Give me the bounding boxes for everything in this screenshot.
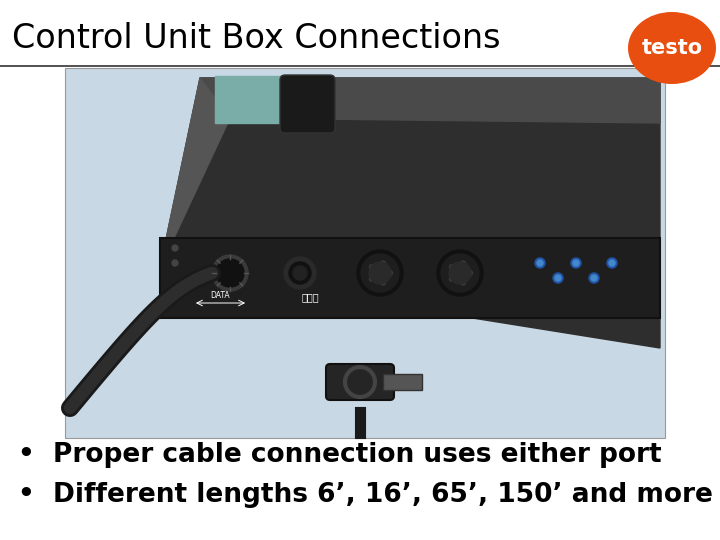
Ellipse shape <box>172 245 178 251</box>
Ellipse shape <box>537 260 543 266</box>
Ellipse shape <box>461 261 466 266</box>
Text: •  Different lengths 6’, 16’, 65’, 150’ and more: • Different lengths 6’, 16’, 65’, 150’ a… <box>18 482 713 508</box>
Polygon shape <box>160 78 230 268</box>
Ellipse shape <box>289 262 311 284</box>
Text: •  Proper cable connection uses either port: • Proper cable connection uses either po… <box>18 442 662 468</box>
FancyBboxPatch shape <box>65 68 665 438</box>
Ellipse shape <box>381 261 386 266</box>
Text: Control Unit Box Connections: Control Unit Box Connections <box>12 22 500 55</box>
Ellipse shape <box>591 275 597 281</box>
Text: DATA: DATA <box>210 291 230 300</box>
Ellipse shape <box>607 258 617 268</box>
Ellipse shape <box>361 254 399 292</box>
Text: testo: testo <box>642 38 703 58</box>
Ellipse shape <box>172 260 178 266</box>
Ellipse shape <box>441 254 479 292</box>
Text: ⎌⎼⎼: ⎌⎼⎼ <box>301 292 319 302</box>
Ellipse shape <box>293 266 307 280</box>
Ellipse shape <box>461 280 466 285</box>
Ellipse shape <box>571 258 581 268</box>
Polygon shape <box>160 78 660 348</box>
Ellipse shape <box>573 260 579 266</box>
Ellipse shape <box>467 271 472 275</box>
Ellipse shape <box>381 280 386 285</box>
Ellipse shape <box>535 258 545 268</box>
Ellipse shape <box>609 260 615 266</box>
Ellipse shape <box>387 271 392 275</box>
Ellipse shape <box>628 12 716 84</box>
Ellipse shape <box>555 275 561 281</box>
FancyBboxPatch shape <box>326 364 394 400</box>
Ellipse shape <box>369 265 374 269</box>
FancyBboxPatch shape <box>280 75 335 133</box>
Ellipse shape <box>589 273 599 283</box>
Polygon shape <box>200 78 660 123</box>
Ellipse shape <box>369 262 391 284</box>
FancyBboxPatch shape <box>160 238 660 318</box>
Ellipse shape <box>449 265 454 269</box>
Ellipse shape <box>369 276 374 281</box>
Ellipse shape <box>449 262 471 284</box>
Ellipse shape <box>449 276 454 281</box>
Polygon shape <box>215 76 290 123</box>
Ellipse shape <box>216 259 244 287</box>
Ellipse shape <box>284 257 316 289</box>
Ellipse shape <box>357 250 403 296</box>
FancyBboxPatch shape <box>383 374 422 390</box>
Ellipse shape <box>437 250 483 296</box>
Ellipse shape <box>212 255 248 291</box>
Ellipse shape <box>553 273 563 283</box>
